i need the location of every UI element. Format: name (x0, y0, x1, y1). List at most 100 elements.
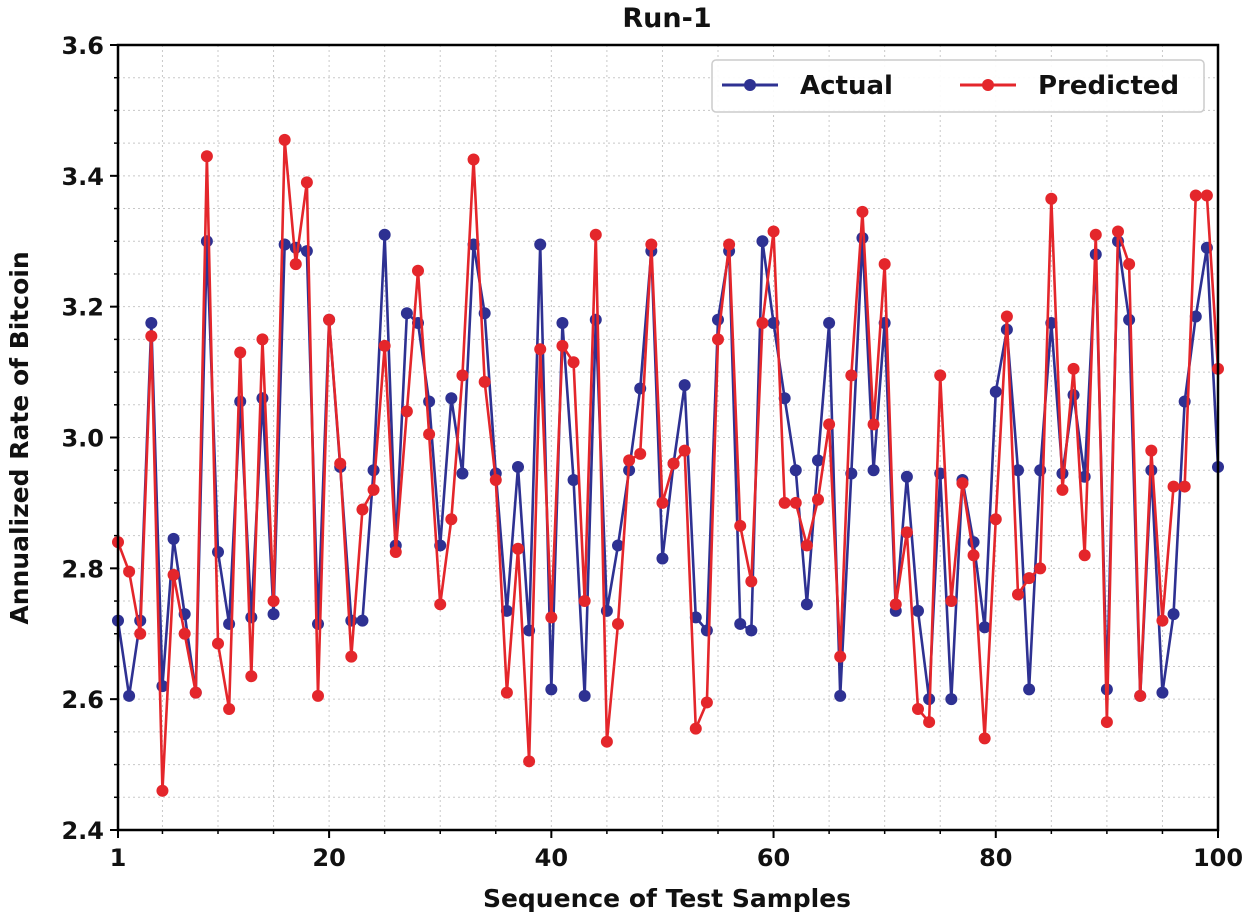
data-point-predicted (378, 339, 391, 352)
data-point-actual (1023, 683, 1036, 696)
data-point-predicted (289, 258, 302, 271)
y-tick-label: 3.2 (61, 294, 104, 322)
data-point-predicted (256, 333, 269, 346)
legend-predicted-label: Predicted (1038, 71, 1179, 101)
legend-actual-marker (744, 79, 756, 91)
data-point-predicted (967, 549, 980, 562)
data-point-predicted (200, 150, 213, 163)
data-point-actual (700, 624, 713, 637)
data-point-actual (612, 539, 624, 552)
data-point-predicted (934, 369, 947, 382)
data-point-actual (212, 545, 224, 558)
data-point-predicted (1000, 310, 1013, 323)
data-point-predicted (1156, 614, 1169, 627)
data-point-actual (256, 392, 269, 405)
data-point-actual (200, 235, 213, 248)
data-point-predicted (156, 784, 169, 797)
data-point-predicted (489, 474, 502, 487)
data-point-actual (734, 617, 747, 630)
data-point-predicted (367, 483, 380, 496)
data-point-predicted (1112, 225, 1124, 238)
x-tick-label: 20 (312, 844, 345, 872)
data-point-predicted (412, 264, 424, 277)
data-point-predicted (145, 330, 158, 343)
series-predicted (112, 133, 1224, 797)
data-point-actual (867, 464, 880, 477)
data-point-actual (945, 693, 958, 706)
data-point-actual (656, 552, 669, 565)
y-tick-label: 2.8 (61, 555, 104, 583)
data-point-predicted (1012, 588, 1024, 601)
data-point-predicted (1167, 480, 1180, 493)
legend: Actual Predicted (711, 59, 1205, 113)
data-point-predicted (1078, 549, 1091, 562)
data-point-predicted (267, 595, 280, 608)
data-point-actual (145, 317, 158, 330)
data-point-predicted (900, 526, 913, 539)
data-point-actual (578, 689, 591, 702)
data-point-predicted (389, 545, 402, 558)
data-point-predicted (800, 539, 813, 552)
data-point-actual (267, 608, 280, 621)
data-point-actual (1189, 310, 1202, 323)
data-point-predicted (745, 575, 758, 588)
data-point-actual (589, 313, 602, 326)
data-point-actual (378, 228, 391, 241)
data-point-predicted (778, 496, 791, 509)
data-point-predicted (656, 496, 669, 509)
data-point-actual (545, 683, 558, 696)
data-point-actual (445, 392, 458, 405)
y-tick-label: 2.4 (61, 817, 104, 845)
data-point-predicted (534, 343, 547, 356)
x-axis-label: Sequence of Test Samples (483, 884, 851, 913)
x-tick-label: 80 (979, 844, 1012, 872)
data-point-predicted (445, 513, 458, 526)
data-point-actual (223, 617, 236, 630)
data-point-predicted (478, 375, 491, 388)
data-point-predicted (456, 369, 469, 382)
y-axis-label: Annualized Rate of Bitcoin (5, 251, 34, 624)
series-layer (112, 133, 1224, 797)
data-point-predicted (234, 346, 247, 359)
data-point-actual (756, 235, 769, 248)
data-point-predicted (523, 755, 536, 768)
data-point-predicted (845, 369, 858, 382)
data-point-predicted (423, 428, 436, 441)
data-point-predicted (689, 722, 702, 735)
data-point-actual (812, 454, 824, 467)
plot-frame (116, 43, 1220, 832)
data-point-actual (1156, 686, 1169, 699)
data-point-predicted (1067, 362, 1080, 375)
data-point-predicted (723, 238, 736, 251)
data-point-actual (1167, 608, 1180, 621)
data-point-actual (967, 536, 980, 549)
data-point-actual (823, 317, 836, 330)
data-point-actual (456, 467, 469, 480)
data-point-predicted (1134, 689, 1147, 702)
data-point-predicted (178, 627, 191, 640)
data-point-actual (789, 464, 802, 477)
data-point-predicted (989, 513, 1002, 526)
y-tick-label: 3.0 (61, 425, 104, 453)
data-point-actual (534, 238, 547, 251)
data-point-predicted (956, 477, 969, 490)
data-point-predicted (1189, 189, 1202, 202)
data-point-predicted (134, 627, 147, 640)
data-point-predicted (712, 333, 724, 346)
data-point-predicted (434, 598, 447, 611)
data-point-predicted (578, 595, 591, 608)
data-point-predicted (400, 405, 413, 418)
data-point-predicted (767, 225, 780, 238)
data-point-predicted (556, 339, 569, 352)
data-point-actual (567, 474, 580, 487)
data-point-predicted (834, 650, 847, 663)
data-point-predicted (623, 454, 636, 467)
data-point-predicted (312, 689, 324, 702)
data-point-actual (745, 624, 758, 637)
data-point-predicted (945, 595, 958, 608)
data-point-predicted (612, 617, 624, 630)
data-point-actual (1012, 464, 1024, 477)
data-point-predicted (323, 313, 336, 326)
data-point-actual (245, 611, 258, 624)
